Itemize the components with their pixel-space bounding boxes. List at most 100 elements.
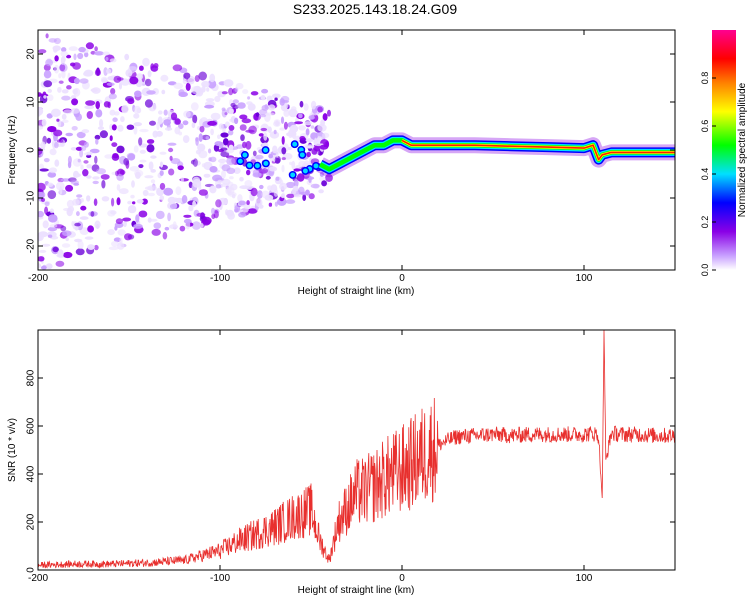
spectrogram-speckle [86, 175, 92, 179]
spectrogram-speckle [275, 176, 280, 181]
spectrogram-speckle [61, 95, 71, 101]
spectrogram-speckle [274, 97, 278, 101]
spectrogram-speckle [319, 176, 326, 182]
colorbar-tick-label: 0.0 [700, 264, 710, 277]
spectrogram-speckle [199, 223, 204, 228]
spectrogram-speckle [133, 122, 142, 127]
spectrogram-speckle [38, 263, 42, 269]
y-tick-label: 600 [26, 417, 37, 434]
spectrogram-speckle [286, 193, 295, 199]
spectrogram-speckle [144, 175, 154, 179]
spectrogram-speckle [207, 79, 217, 89]
spectrogram-speckle [73, 173, 81, 178]
spectrogram-speckle [58, 80, 64, 84]
spectrogram-speckle [234, 117, 239, 125]
spectrogram-speckle [94, 220, 101, 229]
spectrogram-speckle [247, 208, 258, 214]
spectrogram-speckle [127, 200, 132, 205]
spectrogram-speckle [305, 128, 310, 136]
snr-marks [38, 330, 675, 569]
spectrogram-blob [245, 161, 254, 170]
spectrogram-speckle [197, 143, 206, 152]
spectrogram-speckle [146, 139, 155, 144]
spectrogram-speckle [111, 240, 119, 247]
spectrogram-speckle [63, 109, 73, 115]
spectrogram-speckle [179, 225, 186, 232]
spectrogram-speckle [99, 119, 104, 128]
y-tick-label: -20 [26, 238, 37, 253]
spectrogram-speckle [226, 157, 236, 166]
spectrogram-speckle [273, 129, 277, 135]
spectrogram-blob [312, 161, 320, 170]
spectrogram-speckle [175, 186, 182, 196]
spectrogram-speckle [133, 223, 143, 229]
spectrogram-speckle [72, 88, 78, 95]
snr-y-label: SNR (10 * v/v) [7, 418, 18, 482]
spectrogram-speckle [84, 236, 94, 240]
spectrogram-speckle [116, 173, 124, 181]
spectrogram-speckle [228, 108, 234, 115]
spectrogram-speckle [168, 147, 174, 153]
spectrogram-speckle [41, 243, 51, 247]
spectrogram-speckle [148, 161, 154, 170]
spectrogram-speckle [81, 145, 87, 151]
spectrogram-speckle [38, 249, 47, 253]
spectrogram-speckle [128, 66, 137, 71]
spectrogram-speckle [199, 118, 203, 127]
spectrogram-speckle [81, 129, 90, 134]
spectrogram-speckle [111, 124, 117, 131]
spectrogram-speckle [223, 79, 234, 87]
spectrogram-speckle [95, 109, 103, 118]
spectrogram-speckle [86, 164, 92, 169]
spectrogram-speckle [62, 251, 73, 259]
spectrogram-speckle [77, 52, 84, 60]
spectrogram-blob [236, 157, 245, 166]
spectrogram-speckle [250, 91, 259, 96]
spectrogram-speckle [123, 220, 127, 228]
spectrogram-speckle [287, 146, 292, 151]
spectrogram-speckle [61, 47, 67, 53]
spectrogram-speckle [272, 145, 278, 154]
spectrogram-speckle [147, 70, 152, 78]
spectrogram-speckle [235, 82, 244, 90]
spectrogram-speckle [264, 194, 274, 201]
spectrogram-speckle [47, 94, 54, 101]
spectrogram-speckle [204, 104, 215, 109]
spectrogram-speckle [227, 191, 237, 197]
y-tick-label: 20 [26, 48, 37, 60]
spectrogram-speckle [131, 180, 135, 188]
spectrogram-speckle [191, 122, 196, 129]
spectrogram-speckle [218, 158, 227, 164]
spectrogram-speckle [142, 189, 149, 197]
spectrogram-speckle [198, 189, 208, 196]
spectrogram-speckle [80, 164, 84, 170]
spectrogram-speckle [187, 75, 195, 85]
spectrogram-speckle [71, 126, 78, 131]
spectrogram-speckle [281, 147, 287, 155]
spectrogram-speckle [234, 204, 241, 213]
spectrogram-speckle [268, 166, 278, 172]
x-tick-label: 100 [576, 573, 593, 584]
spectrogram-speckle [92, 176, 100, 180]
spectrogram-speckle [238, 212, 247, 218]
spectrogram-speckle [74, 226, 79, 231]
spectrogram-speckle [106, 82, 115, 86]
spectrogram-speckle [246, 169, 251, 176]
spectrogram-speckle [122, 217, 132, 222]
spectrogram-speckle [190, 102, 199, 111]
y-tick-label: 800 [26, 369, 37, 386]
spectrogram-speckle [201, 216, 212, 225]
spectrogram-speckle [133, 126, 138, 135]
spectrogram-speckle [226, 186, 232, 194]
spectrogram-speckle [245, 129, 255, 133]
spectrogram-speckle [65, 132, 73, 137]
spectrogram-speckle [150, 179, 156, 184]
y-tick-label: 400 [26, 465, 37, 482]
spectrogram-speckle [61, 243, 71, 248]
spectrogram-speckle [206, 87, 210, 92]
spectrogram-speckle [87, 244, 95, 251]
spectrogram-speckle [103, 101, 110, 108]
spectrogram-speckle [181, 195, 188, 204]
spectrogram-speckle [45, 263, 53, 270]
spectrogram-speckle [305, 145, 315, 149]
